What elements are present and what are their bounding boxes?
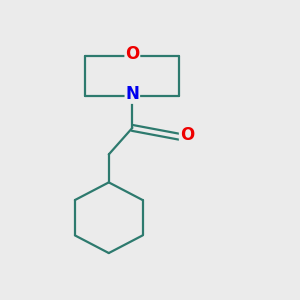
Text: O: O <box>180 126 194 144</box>
Text: O: O <box>125 45 140 63</box>
Text: N: N <box>125 85 139 103</box>
